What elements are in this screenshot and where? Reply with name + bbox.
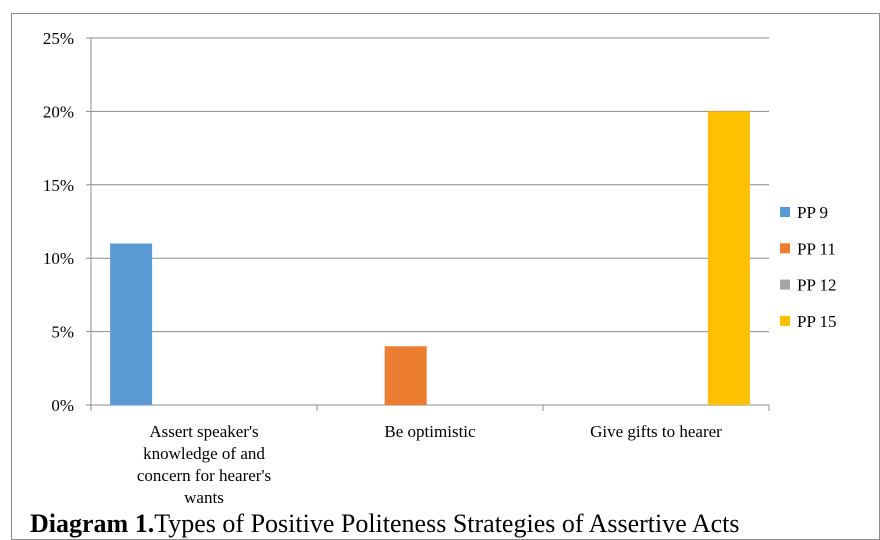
x-category-label: concern for hearer's <box>137 466 271 485</box>
y-tick-label: 15% <box>43 176 74 195</box>
y-tick-label: 0% <box>51 396 74 415</box>
legend-label: PP 15 <box>797 312 837 331</box>
legend-swatch <box>780 315 790 326</box>
x-category-label: wants <box>184 488 224 507</box>
legend-swatch <box>780 243 790 254</box>
x-category-label: Give gifts to hearer <box>590 422 722 441</box>
y-tick-label: 20% <box>43 102 74 121</box>
y-tick-label: 5% <box>51 323 74 342</box>
x-category-label: knowledge of and <box>143 444 265 463</box>
legend-swatch <box>780 207 790 217</box>
x-category-label: Assert speaker's <box>149 422 258 441</box>
bar <box>384 346 427 405</box>
legend-label: PP 9 <box>797 203 828 222</box>
x-category-label: Be optimistic <box>384 422 476 441</box>
legend-label: PP 12 <box>797 276 837 295</box>
y-tick-label: 10% <box>43 249 74 268</box>
figure-caption: Diagram 1.Types of Positive Politeness S… <box>30 508 740 540</box>
caption-text: Types of Positive Politeness Strategies … <box>154 509 740 538</box>
bar <box>707 111 750 406</box>
bar <box>110 243 153 405</box>
legend-label: PP 11 <box>797 239 836 258</box>
caption-label: Diagram 1. <box>30 509 155 538</box>
y-tick-label: 25% <box>43 29 74 48</box>
legend-swatch <box>780 279 790 290</box>
